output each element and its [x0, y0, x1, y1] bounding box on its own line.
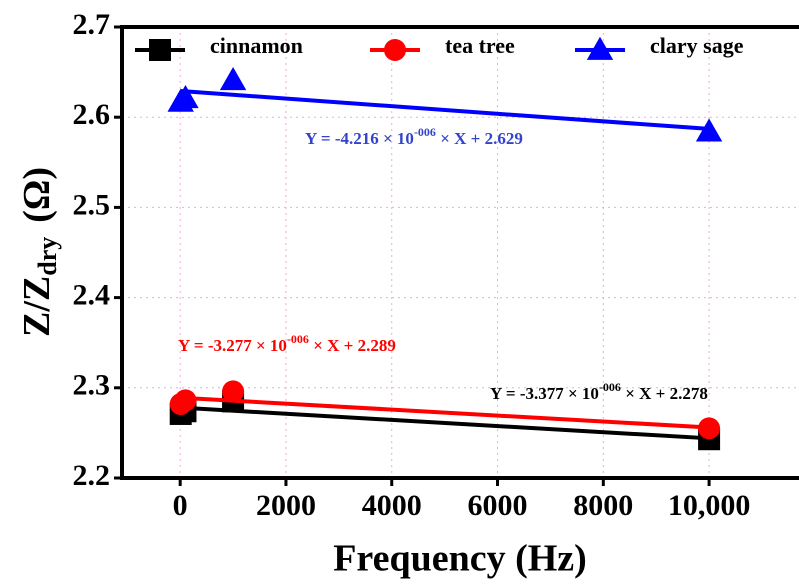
legend-marker — [149, 39, 171, 61]
x-tick-label: 6000 — [468, 489, 528, 522]
legend-marker — [586, 36, 614, 60]
y-axis-label-sub: dry — [33, 237, 62, 276]
fit-line — [180, 395, 710, 430]
data-point — [695, 118, 723, 142]
fit-line — [180, 405, 710, 441]
x-tick-label: 4000 — [362, 489, 422, 522]
y-tick-label: 2.3 — [73, 369, 111, 402]
equation: Y = -3.277 × 10-006 × X + 2.289 — [178, 332, 396, 355]
equation: Y = -3.377 × 10-006 × X + 2.278 — [490, 380, 708, 403]
legend-marker — [384, 39, 406, 61]
y-tick-label: 2.5 — [73, 188, 111, 221]
equation-exponent: -006 — [599, 380, 621, 394]
y-tick-label: 2.2 — [73, 459, 111, 492]
legend-label: tea tree — [445, 33, 515, 58]
equation-exponent: -006 — [287, 332, 309, 346]
y-tick-label: 2.7 — [73, 8, 111, 41]
x-tick-label: 0 — [173, 489, 188, 522]
plot-frame — [120, 25, 799, 480]
y-tick-label: 2.6 — [73, 98, 111, 131]
equation-rest: × X + 2.629 — [436, 129, 523, 148]
x-tick-label: 2000 — [256, 489, 316, 522]
equation: Y = -4.216 × 10-006 × X + 2.629 — [305, 125, 523, 148]
x-tick-label: 10,000 — [668, 489, 751, 522]
fit-line — [180, 89, 710, 131]
data-point — [698, 417, 721, 440]
equation-text: Y = -3.277 × 10 — [178, 336, 287, 355]
equation-rest: × X + 2.278 — [621, 384, 708, 403]
data-point — [222, 380, 245, 403]
x-axis-label: Frequency (Hz) — [333, 538, 587, 580]
equation-text: Y = -4.216 × 10 — [305, 129, 414, 148]
equation-rest: × X + 2.289 — [309, 336, 396, 355]
data-point — [219, 67, 247, 91]
equation-text: Y = -3.377 × 10 — [490, 384, 599, 403]
y-axis-label-main: Z/Z — [16, 276, 58, 337]
data-point — [172, 85, 199, 109]
equation-exponent: -006 — [414, 125, 436, 139]
x-tick-label: 8000 — [573, 489, 633, 522]
y-axis-label: Z/Zdry (Ω) — [16, 167, 62, 337]
legend-label: clary sage — [650, 33, 744, 58]
y-axis-label-unit: (Ω) — [16, 167, 58, 223]
y-tick-label: 2.4 — [73, 278, 111, 311]
data-point — [174, 389, 197, 412]
legend-label: cinnamon — [210, 33, 303, 58]
